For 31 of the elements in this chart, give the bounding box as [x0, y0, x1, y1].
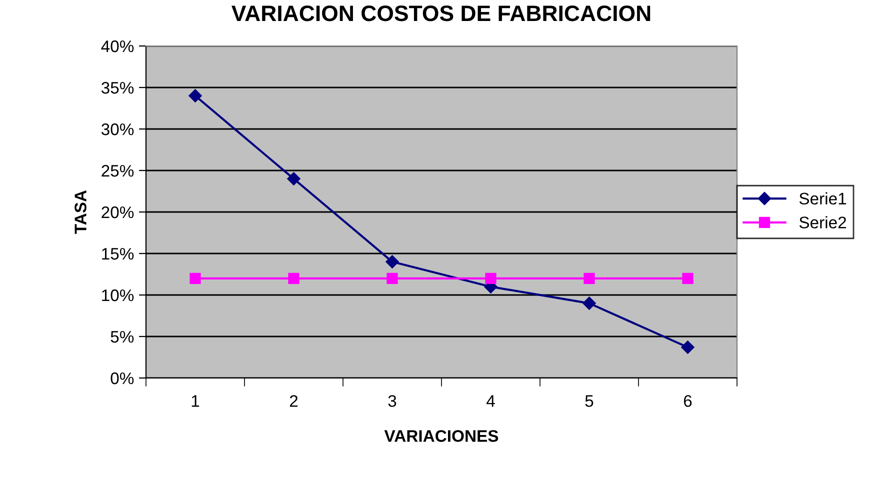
- y-tick-label: 15%: [102, 248, 134, 260]
- point: [582, 296, 596, 310]
- point: [188, 89, 202, 102]
- legend-label: Serie1: [799, 192, 846, 205]
- point: [287, 172, 300, 186]
- point: [681, 340, 694, 354]
- point: [190, 272, 201, 284]
- y-tick-label: 25%: [102, 164, 134, 177]
- y-tick-label: 35%: [101, 82, 134, 94]
- y-tick-label: 5%: [110, 330, 134, 343]
- x-tick-label: 2: [290, 395, 298, 407]
- y-tick-label: 0%: [110, 372, 134, 384]
- chart-title: VARIACION COSTOS DE FABRICACION: [232, 5, 650, 22]
- x-tick-label: 3: [388, 395, 396, 407]
- x-tick-label: 1: [192, 395, 200, 407]
- y-axis-title: TASA: [74, 190, 86, 234]
- point: [386, 255, 399, 268]
- legend-label: Serie2: [799, 216, 846, 228]
- x-tick-label: 6: [684, 395, 692, 407]
- x-axis-title: VARIACIONES: [384, 430, 498, 442]
- x-tick-label: 4: [486, 395, 495, 407]
- point: [682, 272, 694, 284]
- y-tick-label: 20%: [102, 206, 134, 218]
- y-tick-label: 40%: [101, 40, 134, 52]
- point: [485, 272, 496, 284]
- x-tick-label: 5: [585, 395, 594, 407]
- point: [288, 272, 300, 284]
- point: [584, 272, 595, 284]
- y-tick-label: 10%: [102, 289, 134, 302]
- point: [386, 272, 398, 284]
- y-tick-label: 30%: [101, 123, 134, 136]
